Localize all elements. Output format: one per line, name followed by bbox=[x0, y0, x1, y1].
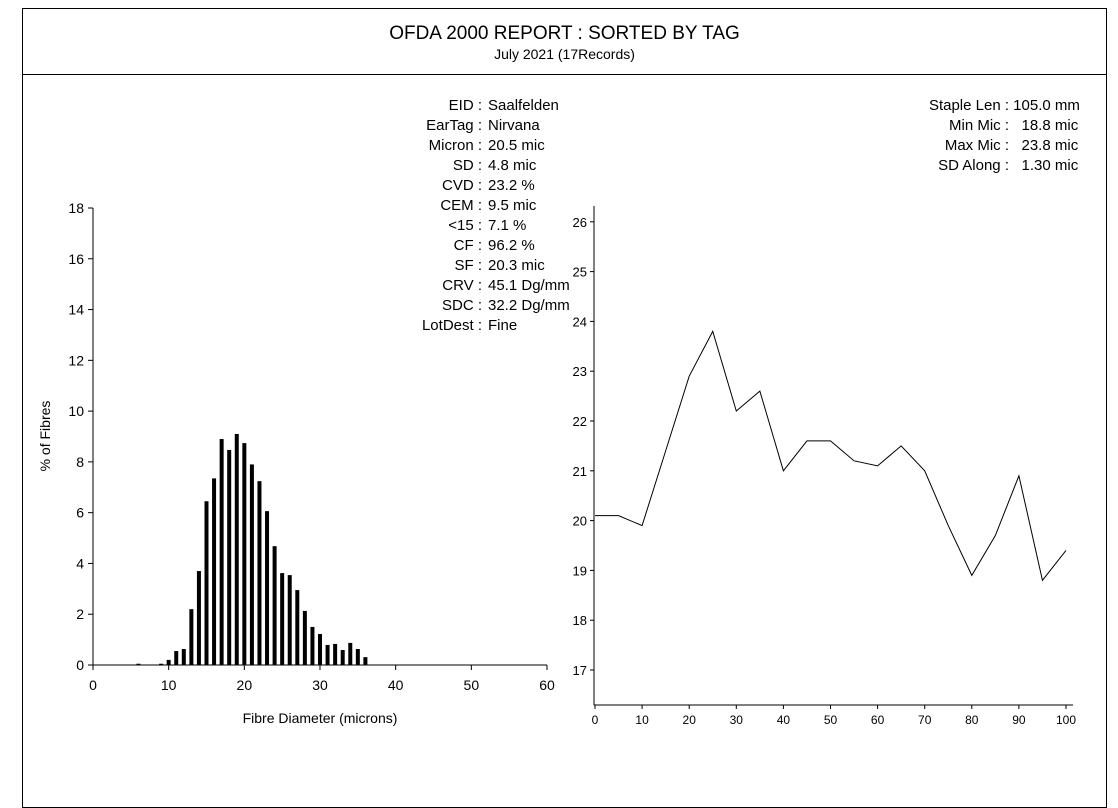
histogram-bar bbox=[136, 664, 140, 665]
y-tick-label: 10 bbox=[68, 403, 84, 419]
y-tick-label: 2 bbox=[76, 606, 84, 622]
histogram-bar bbox=[288, 575, 292, 665]
histogram-bar bbox=[318, 634, 322, 665]
x-tick-label: 0 bbox=[89, 677, 97, 693]
y-tick-label: 20 bbox=[573, 514, 587, 529]
histogram-bar bbox=[280, 573, 284, 665]
y-tick-label: 8 bbox=[76, 454, 84, 470]
histogram-bar bbox=[265, 511, 269, 665]
y-tick-label: 12 bbox=[68, 352, 84, 368]
histogram-bar bbox=[333, 644, 337, 665]
histogram-bar bbox=[250, 464, 254, 665]
y-tick-label: 4 bbox=[76, 555, 84, 571]
x-tick-label: 50 bbox=[824, 713, 838, 727]
x-tick-label: 30 bbox=[730, 713, 744, 727]
histogram-bar bbox=[356, 649, 360, 665]
histogram-bar bbox=[174, 651, 178, 665]
histogram-bar bbox=[363, 657, 367, 665]
histogram-bar bbox=[189, 609, 193, 665]
x-tick-label: 40 bbox=[388, 677, 404, 693]
x-tick-label: 10 bbox=[161, 677, 177, 693]
histogram-bar bbox=[295, 590, 299, 665]
histogram-bar bbox=[227, 450, 231, 665]
histogram-bar bbox=[326, 645, 330, 665]
micron-profile-line bbox=[595, 331, 1066, 580]
x-tick-label: 20 bbox=[237, 677, 253, 693]
x-tick-label: 60 bbox=[539, 677, 555, 693]
y-tick-label: 18 bbox=[68, 200, 84, 216]
y-tick-label: 14 bbox=[68, 302, 84, 318]
x-tick-label: 90 bbox=[1012, 713, 1026, 727]
x-tick-label: 20 bbox=[683, 713, 697, 727]
y-tick-label: 17 bbox=[573, 663, 587, 678]
histogram-bar bbox=[197, 571, 201, 665]
histogram-bar bbox=[257, 481, 261, 665]
y-tick-label: 19 bbox=[573, 563, 587, 578]
x-tick-label: 100 bbox=[1056, 713, 1076, 727]
x-tick-label: 70 bbox=[918, 713, 932, 727]
histogram-bar bbox=[242, 443, 246, 665]
histogram-bar bbox=[212, 478, 216, 665]
x-tick-label: 50 bbox=[464, 677, 480, 693]
histogram-bar bbox=[341, 650, 345, 665]
histogram-bar bbox=[220, 439, 224, 665]
x-tick-label: 30 bbox=[312, 677, 328, 693]
histogram-bar bbox=[167, 660, 171, 665]
x-tick-label: 40 bbox=[777, 713, 791, 727]
histogram-bar bbox=[205, 501, 209, 665]
x-tick-label: 0 bbox=[592, 713, 599, 727]
y-tick-label: 0 bbox=[76, 657, 84, 673]
histogram-bar bbox=[348, 643, 352, 665]
x-tick-label: 60 bbox=[871, 713, 885, 727]
y-axis-label: % of Fibres bbox=[37, 401, 53, 472]
y-tick-label: 6 bbox=[76, 505, 84, 521]
x-tick-label: 10 bbox=[635, 713, 649, 727]
y-tick-label: 26 bbox=[573, 215, 587, 230]
histogram-bar bbox=[159, 664, 163, 665]
y-tick-label: 16 bbox=[68, 251, 84, 267]
histogram-bar bbox=[182, 649, 186, 665]
histogram-bar bbox=[310, 627, 314, 665]
x-axis-label: Fibre Diameter (microns) bbox=[243, 710, 398, 726]
histogram-bar bbox=[235, 434, 239, 665]
y-tick-label: 22 bbox=[573, 414, 587, 429]
histogram-bar bbox=[273, 546, 277, 665]
y-tick-label: 25 bbox=[573, 265, 587, 280]
y-tick-label: 24 bbox=[573, 314, 587, 329]
histogram-bar bbox=[303, 611, 307, 665]
y-tick-label: 23 bbox=[573, 364, 587, 379]
y-tick-label: 18 bbox=[573, 613, 587, 628]
x-tick-label: 80 bbox=[965, 713, 979, 727]
y-tick-label: 21 bbox=[573, 464, 587, 479]
